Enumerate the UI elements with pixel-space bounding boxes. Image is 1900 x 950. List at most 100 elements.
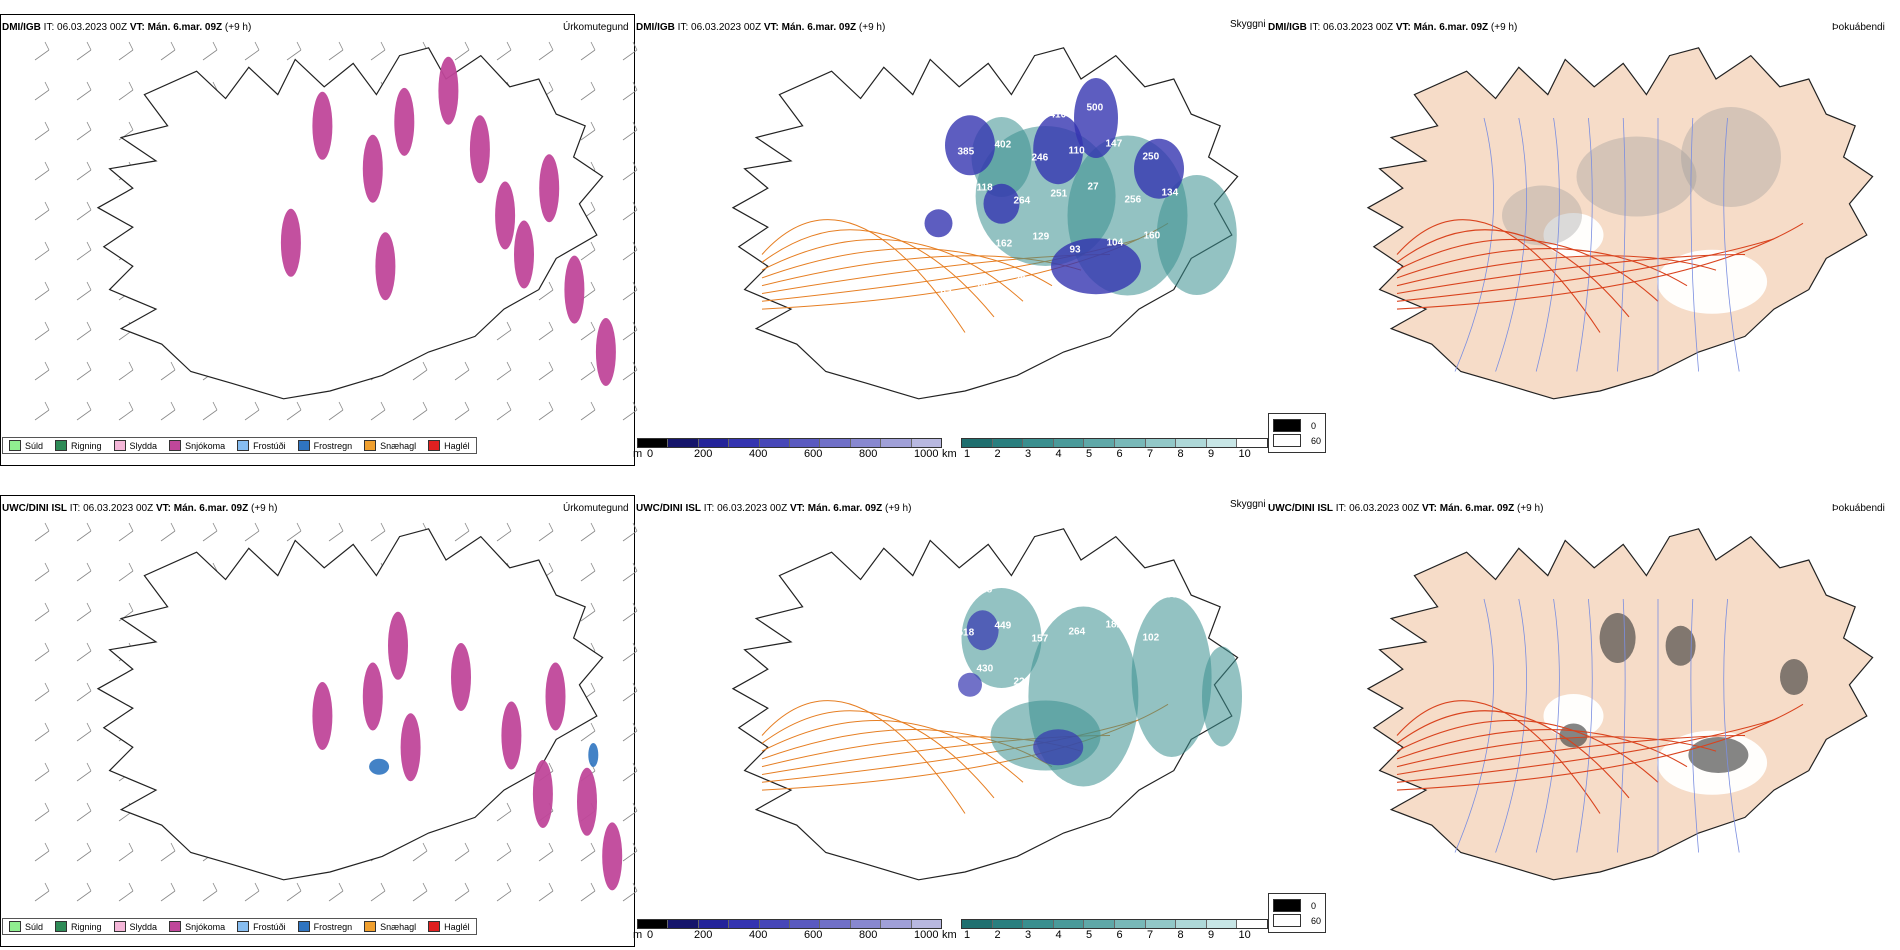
visibility-tick: 1	[964, 448, 971, 460]
cloud-height-label: 97	[941, 289, 953, 300]
river-line	[1454, 598, 1495, 853]
legend-item: Frostregn	[297, 440, 353, 451]
colorbar-step	[881, 920, 912, 928]
model-name: DMI/IGB	[2, 22, 41, 33]
cloud-height-unit: m	[633, 929, 643, 941]
cloud-height-label: 182	[1106, 620, 1123, 631]
legend-swatch	[297, 921, 310, 932]
fog-legend-item: 60	[1273, 913, 1321, 928]
cloud-height-tick: 0	[647, 929, 654, 941]
vt-value: Mán. 6.mar. 09Z	[1439, 503, 1515, 514]
legend-item: Rigning	[55, 440, 102, 451]
colorbar-step	[638, 920, 669, 928]
river-line	[1723, 598, 1740, 853]
cloud-height-label: 256	[1125, 195, 1142, 206]
fog-legend-swatch	[1273, 914, 1301, 927]
colorbar-step	[1114, 920, 1146, 928]
colorbar-step	[1206, 920, 1238, 928]
visibility-tick: 3	[1025, 929, 1032, 941]
cloud-height-label: 140	[959, 226, 976, 237]
field-blob	[990, 700, 1101, 771]
legend-swatch	[297, 440, 310, 451]
fog-legend-row1: 0 60	[1268, 413, 1327, 453]
legend-item: Slydda	[113, 440, 157, 451]
row1-header-middle: DMI/IGB IT: 06.03.2023 00Z VT: Mán. 6.ma…	[636, 22, 885, 33]
fog-legend-item: 60	[1273, 433, 1321, 448]
cloud-height-label: 410	[1050, 110, 1067, 121]
lead-time: (+9 h)	[858, 22, 886, 33]
iceland-outline	[731, 528, 1239, 881]
road-line	[1396, 703, 1804, 791]
cloud-height-label: 84	[1124, 96, 1136, 107]
visibility-tick: 7	[1147, 929, 1154, 941]
legend-swatch	[364, 440, 377, 451]
road-line	[761, 703, 1169, 791]
legend-label: Frostregn	[313, 440, 353, 451]
field-blob	[1502, 185, 1582, 246]
field-blob	[1202, 646, 1242, 747]
it-value: 06.03.2023 00Z	[1323, 22, 1394, 33]
field-blob	[1681, 107, 1781, 207]
fog-legend-swatch	[1273, 419, 1301, 432]
iceland-outline	[1366, 528, 1874, 881]
field-blob	[961, 588, 1042, 688]
legend-swatch	[9, 921, 21, 932]
vt-label: VT:	[155, 503, 171, 514]
legend-swatch	[237, 440, 250, 451]
cloud-height-label: 162	[996, 239, 1013, 250]
cloud-height-label: 246	[1032, 153, 1049, 164]
legend-swatch	[55, 440, 68, 451]
cloud-height-tick: 400	[749, 929, 768, 941]
colorbar-step	[1145, 920, 1177, 928]
vt-label: VT:	[1395, 22, 1411, 33]
legend-label: Slydda	[129, 921, 158, 932]
cloud-height-label: 38	[1015, 275, 1027, 286]
colorbar-step	[820, 439, 851, 447]
river-line	[1690, 117, 1699, 372]
colorbar-step	[1053, 439, 1085, 447]
visibility-tick: 2	[994, 448, 1001, 460]
field-blob	[983, 183, 1020, 224]
field-blob	[1688, 737, 1749, 773]
legend-label: Snæhagl	[380, 921, 417, 932]
road-line	[1396, 248, 1688, 287]
it-label: IT:	[677, 22, 689, 33]
colorbar-step	[1145, 439, 1177, 447]
cloud-height-tick: 1000	[914, 929, 939, 941]
colorbar-step	[992, 439, 1024, 447]
road-line	[1396, 700, 1601, 814]
cloud-height-label: 134	[1162, 188, 1179, 199]
legend-item: Súld	[9, 921, 43, 932]
legend-item: Súld	[9, 440, 43, 451]
colorbar-step	[1206, 439, 1238, 447]
cloud-height-label: 338	[1013, 578, 1030, 589]
it-value: 06.03.2023 00Z	[1349, 503, 1420, 514]
legend-item: Snjókoma	[169, 440, 225, 451]
colorbars-row2: m 0 200 400 600 800 1000 km 1 2 3 4 5 6 7 8 9 10	[633, 917, 1333, 943]
field-blob	[1131, 597, 1212, 757]
visibility-tick: 9	[1208, 929, 1215, 941]
cloud-height-label: 118	[977, 183, 994, 194]
colorbar-step	[668, 920, 699, 928]
cloud-height-label: 518	[958, 628, 975, 639]
colorbar-step	[698, 920, 730, 928]
fog-map-row2	[1366, 528, 1874, 881]
legend-label: Frostúði	[253, 440, 286, 451]
legend-label: Súld	[25, 440, 44, 451]
cloud-height-tick: 1000	[914, 448, 939, 460]
field-blob	[958, 672, 982, 697]
river-line	[1454, 117, 1495, 372]
cloud-height-label: 129	[1033, 232, 1050, 243]
colorbar-step	[850, 920, 882, 928]
colorbar-step	[790, 439, 821, 447]
legend-label: Súld	[25, 921, 44, 932]
visibility-tick: 6	[1116, 929, 1123, 941]
field-blob	[1543, 694, 1604, 738]
it-value: 06.03.2023 00Z	[691, 22, 762, 33]
fog-legend-value: 0	[1311, 420, 1317, 431]
colorbar-step	[759, 439, 791, 447]
legend-item: Snjókoma	[169, 921, 225, 932]
river-line	[1576, 598, 1593, 853]
legend-label: Rigning	[71, 440, 102, 451]
cloud-height-colorbar	[637, 438, 942, 448]
